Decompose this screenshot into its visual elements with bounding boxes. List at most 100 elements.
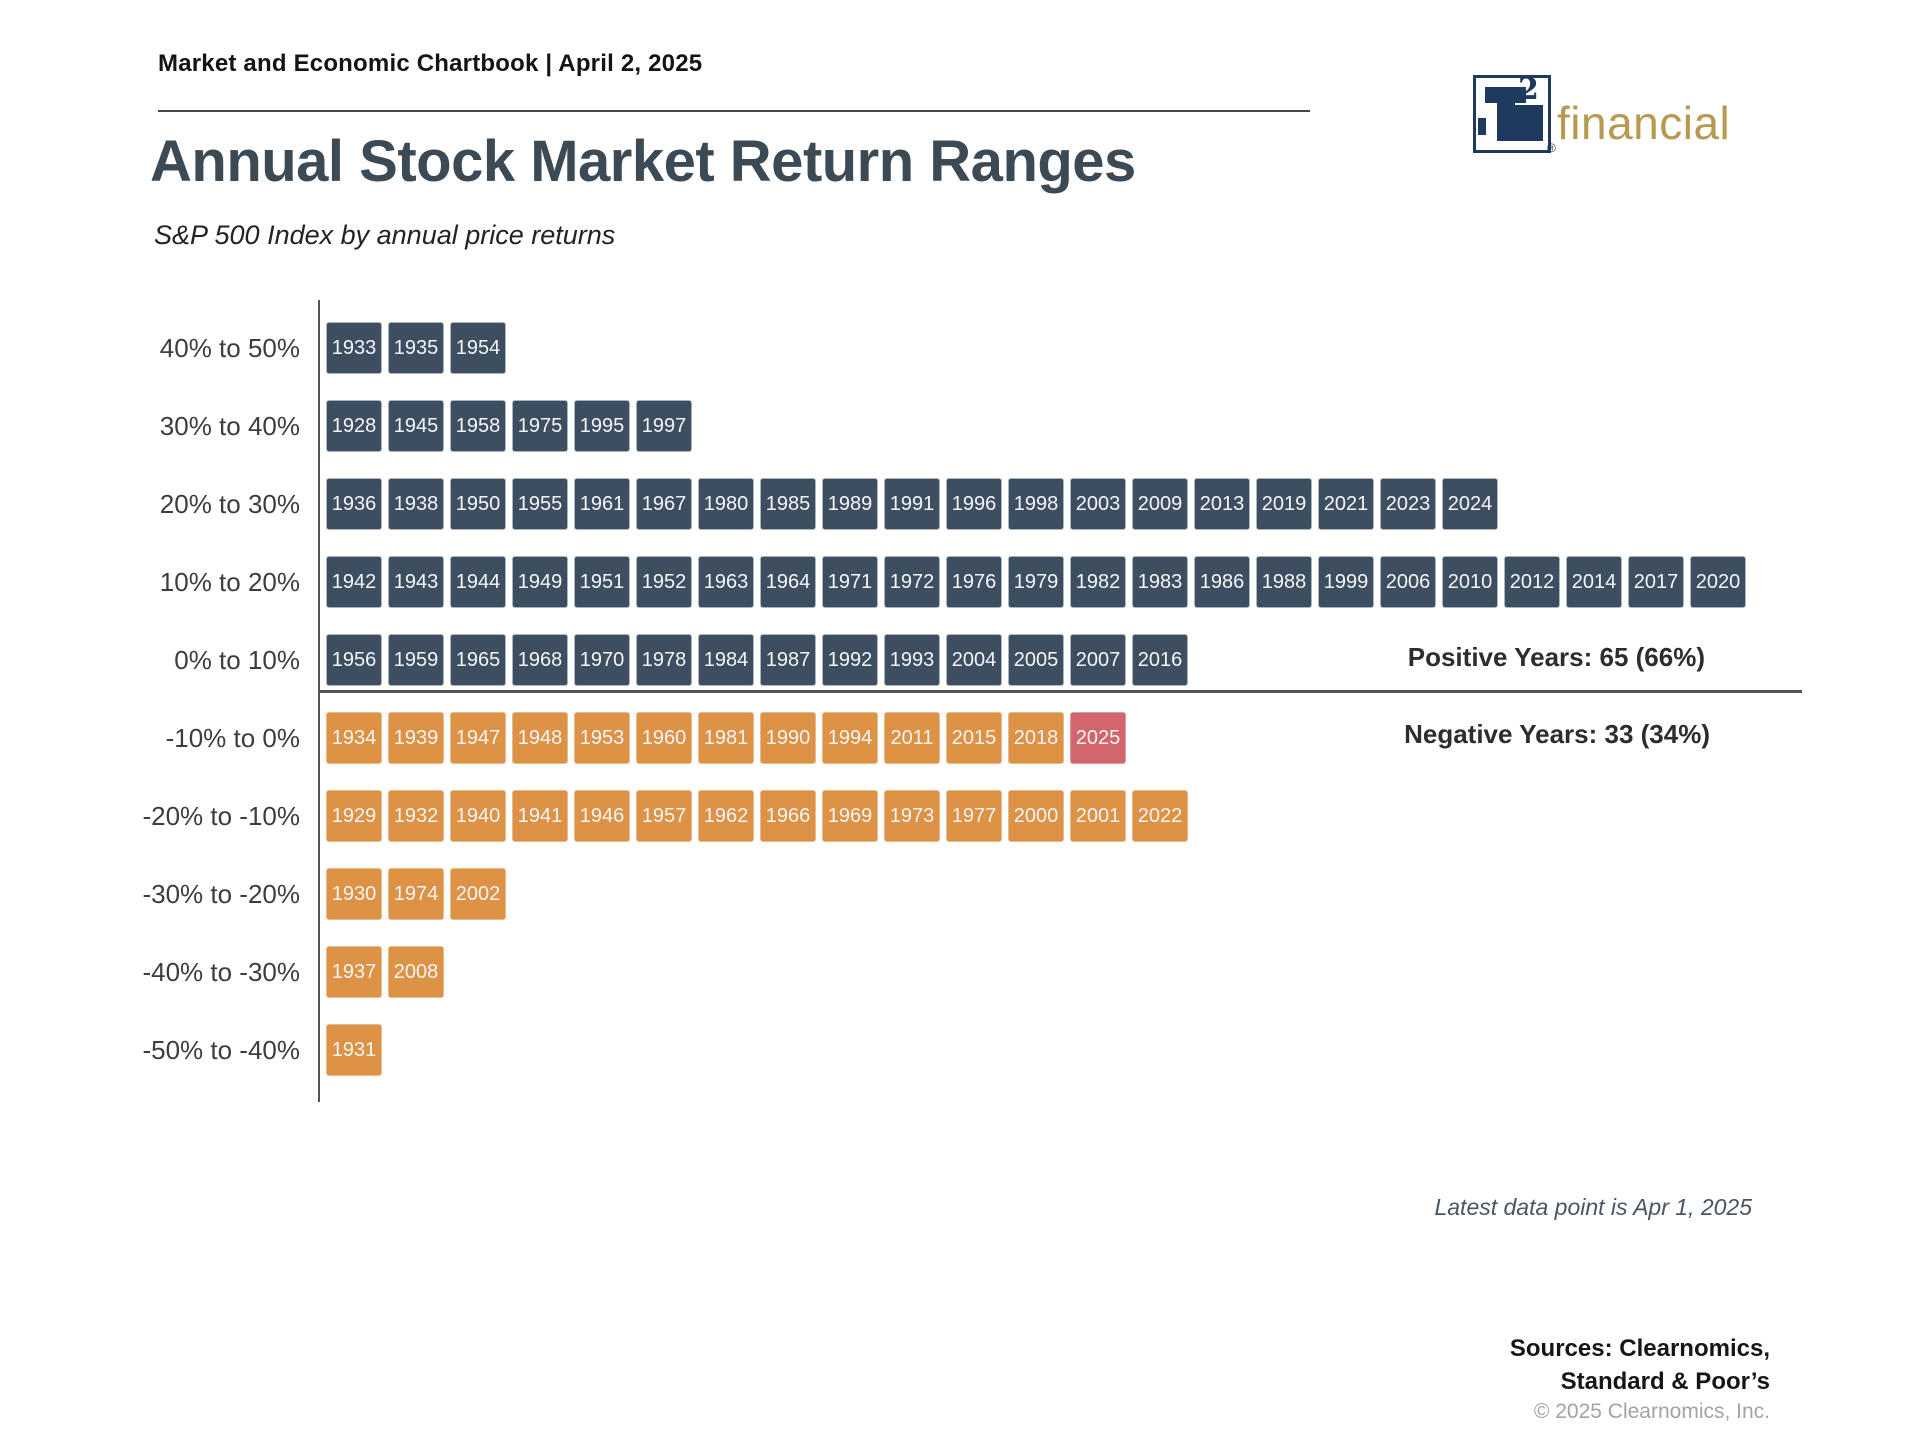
year-tile-1936: 1936 — [326, 478, 382, 530]
year-tile-1953: 1953 — [574, 712, 630, 764]
logo-square-block — [1507, 105, 1543, 141]
year-tile-1967: 1967 — [636, 478, 692, 530]
sources-note: Sources: Clearnomics, Standard & Poor’s — [1270, 1332, 1770, 1398]
year-tile-1955: 1955 — [512, 478, 568, 530]
year-tile-2021: 2021 — [1318, 478, 1374, 530]
year-tile-2014: 2014 — [1566, 556, 1622, 608]
logo-left-block — [1478, 118, 1486, 135]
year-tile-1990: 1990 — [760, 712, 816, 764]
year-tile-1993: 1993 — [884, 634, 940, 686]
year-tile-1994: 1994 — [822, 712, 878, 764]
year-tile-2012: 2012 — [1504, 556, 1560, 608]
year-tile-1981: 1981 — [698, 712, 754, 764]
year-tile-1978: 1978 — [636, 634, 692, 686]
chart-row: 20% to 30% 1936 1938 1950 1955 1961 1967 1980 19… — [0, 478, 1920, 530]
year-tile-2024: 2024 — [1442, 478, 1498, 530]
year-tile-1937: 1937 — [326, 946, 382, 998]
year-tile-1946: 1946 — [574, 790, 630, 842]
year-tile-1957: 1957 — [636, 790, 692, 842]
year-tile-2001: 2001 — [1070, 790, 1126, 842]
year-tiles: 1928 1945 1958 1975 1995 1997 — [326, 400, 692, 452]
year-tile-1968: 1968 — [512, 634, 568, 686]
year-tile-1976: 1976 — [946, 556, 1002, 608]
year-tile-1965: 1965 — [450, 634, 506, 686]
year-tile-2007: 2007 — [1070, 634, 1126, 686]
year-tile-2022: 2022 — [1132, 790, 1188, 842]
year-tile-1992: 1992 — [822, 634, 878, 686]
year-tile-1980: 1980 — [698, 478, 754, 530]
year-tile-1945: 1945 — [388, 400, 444, 452]
year-tile-1972: 1972 — [884, 556, 940, 608]
year-tile-2023: 2023 — [1380, 478, 1436, 530]
year-tiles: 1929 1932 1940 1941 1946 1957 1962 1966 1969 1973… — [326, 790, 1188, 842]
year-tile-2008: 2008 — [388, 946, 444, 998]
latest-data-note: Latest data point is Apr 1, 2025 — [1434, 1194, 1752, 1220]
page-subtitle: S&P 500 Index by annual price returns — [154, 220, 616, 250]
year-tile-1970: 1970 — [574, 634, 630, 686]
year-tile-1942: 1942 — [326, 556, 382, 608]
year-tile-2016: 2016 — [1132, 634, 1188, 686]
year-tiles: 1942 1943 1944 1949 1951 1952 1963 1964 1971 1972… — [326, 556, 1746, 608]
year-tile-1930: 1930 — [326, 868, 382, 920]
year-tile-2025: 2025 — [1070, 712, 1126, 764]
year-tile-1933: 1933 — [326, 322, 382, 374]
chart-row: -20% to -10% 1929 1932 1940 1941 1946 1957 1962… — [0, 790, 1920, 842]
year-tile-1928: 1928 — [326, 400, 382, 452]
year-tiles: 1956 1959 1965 1968 1970 1978 1984 1987 1992 1993… — [326, 634, 1188, 686]
year-tile-1969: 1969 — [822, 790, 878, 842]
page-title: Annual Stock Market Return Ranges — [150, 129, 1136, 194]
row-range-label: 30% to 40% — [159, 411, 300, 441]
year-tile-1929: 1929 — [326, 790, 382, 842]
positive-negative-divider — [318, 690, 1802, 693]
year-tile-1938: 1938 — [388, 478, 444, 530]
chart-row: 0% to 10% 1956 1959 1965 1968 1970 1978 1984 198… — [0, 634, 1920, 686]
year-tile-2009: 2009 — [1132, 478, 1188, 530]
year-tile-2019: 2019 — [1256, 478, 1312, 530]
year-tile-1932: 1932 — [388, 790, 444, 842]
year-tile-1963: 1963 — [698, 556, 754, 608]
year-tile-1948: 1948 — [512, 712, 568, 764]
year-tile-1959: 1959 — [388, 634, 444, 686]
year-tile-1960: 1960 — [636, 712, 692, 764]
year-tile-1995: 1995 — [574, 400, 630, 452]
chart-row: 30% to 40% 1928 1945 1958 1975 1995 1997 — [0, 400, 1920, 452]
year-tile-1979: 1979 — [1008, 556, 1064, 608]
year-tile-1943: 1943 — [388, 556, 444, 608]
year-tile-1949: 1949 — [512, 556, 568, 608]
year-tile-1944: 1944 — [450, 556, 506, 608]
header-divider — [158, 110, 1310, 112]
year-tile-1983: 1983 — [1132, 556, 1188, 608]
row-range-label: 20% to 30% — [159, 489, 300, 519]
y-axis-line — [318, 300, 320, 1102]
year-tile-2015: 2015 — [946, 712, 1002, 764]
year-tile-1958: 1958 — [450, 400, 506, 452]
chart-row: 10% to 20% 1942 1943 1944 1949 1951 1952 1963 19… — [0, 556, 1920, 608]
year-tile-1985: 1985 — [760, 478, 816, 530]
year-tile-1951: 1951 — [574, 556, 630, 608]
year-tile-1950: 1950 — [450, 478, 506, 530]
year-tile-1996: 1996 — [946, 478, 1002, 530]
year-tile-2017: 2017 — [1628, 556, 1684, 608]
year-tile-1940: 1940 — [450, 790, 506, 842]
chartbook-header: Market and Economic Chartbook | April 2,… — [158, 50, 703, 77]
year-tiles: 1937 2008 — [326, 946, 444, 998]
year-tile-2006: 2006 — [1380, 556, 1436, 608]
year-tile-1941: 1941 — [512, 790, 568, 842]
year-tile-1997: 1997 — [636, 400, 692, 452]
sources-line-2: Standard & Poor’s — [1560, 1368, 1770, 1395]
negative-years-label: Negative Years: 33 (34%) — [1404, 719, 1710, 749]
chart-row: -30% to -20% 1930 1974 2002 — [0, 868, 1920, 920]
year-tiles: 1933 1935 1954 — [326, 322, 506, 374]
year-tile-1939: 1939 — [388, 712, 444, 764]
copyright-note: © 2025 Clearnomics, Inc. — [1533, 1400, 1770, 1423]
year-tile-2010: 2010 — [1442, 556, 1498, 608]
row-range-label: 0% to 10% — [174, 645, 300, 675]
year-tile-1956: 1956 — [326, 634, 382, 686]
row-range-label: 40% to 50% — [159, 333, 300, 363]
year-tiles: 1936 1938 1950 1955 1961 1967 1980 1985 1989 1991… — [326, 478, 1498, 530]
year-tile-1999: 1999 — [1318, 556, 1374, 608]
year-tiles: 1930 1974 2002 — [326, 868, 506, 920]
chart-row: -40% to -30% 1937 2008 — [0, 946, 1920, 998]
year-tile-2020: 2020 — [1690, 556, 1746, 608]
year-tile-2002: 2002 — [450, 868, 506, 920]
